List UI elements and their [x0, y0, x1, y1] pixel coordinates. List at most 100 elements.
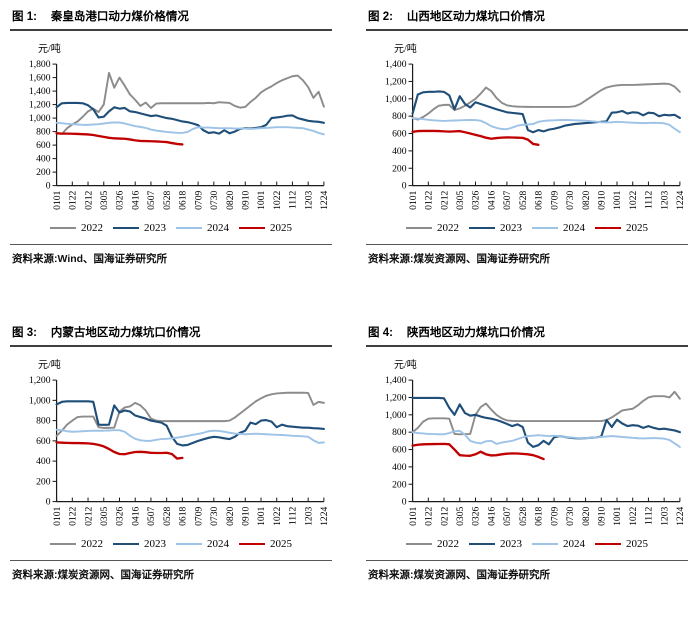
svg-text:0709: 0709	[193, 190, 204, 209]
svg-text:0122: 0122	[68, 507, 79, 526]
legend-swatch-2022	[50, 226, 76, 230]
legend-swatch-2022	[406, 226, 432, 230]
legend-label: 2022	[437, 222, 459, 235]
svg-text:0122: 0122	[68, 190, 79, 209]
svg-text:200: 200	[392, 479, 407, 490]
svg-text:600: 600	[392, 445, 407, 456]
svg-text:1001: 1001	[256, 190, 267, 209]
legend-swatch-2023	[469, 226, 495, 230]
svg-text:0528: 0528	[162, 507, 173, 526]
svg-text:0101: 0101	[52, 190, 63, 209]
svg-text:800: 800	[392, 111, 407, 122]
svg-text:0326: 0326	[471, 190, 482, 209]
legend-swatch-2023	[113, 542, 139, 546]
svg-text:0212: 0212	[83, 507, 94, 526]
svg-text:0212: 0212	[83, 190, 94, 209]
legend-swatch-2022	[50, 542, 76, 546]
svg-text:0: 0	[402, 497, 407, 508]
svg-text:0730: 0730	[209, 190, 220, 209]
svg-text:0820: 0820	[225, 507, 236, 526]
svg-text:0326: 0326	[115, 507, 126, 526]
svg-text:1,000: 1,000	[29, 113, 51, 124]
svg-text:1,600: 1,600	[29, 73, 51, 84]
chart-panel-2: 图 2: 山西地区动力煤坑口价情况 元/吨 0 200 400 600 800 1,000…	[366, 10, 688, 266]
legend-label: 2024	[563, 538, 585, 551]
svg-text:1,000: 1,000	[29, 395, 51, 406]
svg-text:0820: 0820	[225, 190, 236, 209]
legend-label: 2022	[437, 538, 459, 551]
legend-item-2025: 2025	[595, 538, 648, 550]
svg-text:800: 800	[36, 127, 51, 138]
line-chart: 0 200 400 600 800 1,000 1,200 1,400 0101 0122 0212…	[385, 59, 686, 210]
legend-label: 2023	[144, 538, 166, 551]
figure-title-row: 图 1: 秦皇岛港口动力煤价格情况	[10, 10, 332, 31]
svg-text:0820: 0820	[581, 190, 592, 209]
svg-text:0507: 0507	[146, 190, 157, 209]
svg-text:0101: 0101	[408, 507, 419, 526]
svg-text:1112: 1112	[644, 190, 655, 209]
svg-text:1203: 1203	[303, 507, 314, 526]
svg-text:0618: 0618	[178, 507, 189, 526]
legend-label: 2023	[500, 222, 522, 235]
svg-text:0709: 0709	[549, 190, 560, 209]
legend-swatch-2024	[532, 226, 558, 230]
chart-legend: 2022 2023 2024 2025	[366, 538, 688, 550]
svg-text:400: 400	[36, 456, 51, 467]
svg-text:1,400: 1,400	[385, 59, 407, 70]
legend-item-2023: 2023	[113, 538, 166, 550]
chart-legend: 2022 2023 2024 2025	[366, 222, 688, 234]
svg-text:0618: 0618	[534, 190, 545, 209]
chart-panel-4: 图 4: 陕西地区动力煤坑口价情况 元/吨 0 200 400 600 800 1,000…	[366, 326, 688, 582]
svg-text:1022: 1022	[272, 190, 283, 209]
legend-item-2022: 2022	[50, 538, 103, 550]
legend-label: 2023	[144, 222, 166, 235]
svg-text:1022: 1022	[272, 507, 283, 526]
charts-grid: 图 1: 秦皇岛港口动力煤价格情况 元/吨 0 200 400 600 800 1,000…	[10, 10, 688, 582]
legend-label: 2025	[626, 538, 648, 551]
svg-text:1022: 1022	[628, 507, 639, 526]
figure-label: 图 1:	[12, 11, 37, 23]
axis-unit-label: 元/吨	[394, 360, 417, 372]
figure-title: 陕西地区动力煤坑口价情况	[406, 327, 545, 340]
svg-text:0507: 0507	[146, 507, 157, 526]
chart-legend: 2022 2023 2024 2025	[10, 538, 332, 550]
svg-text:1,400: 1,400	[385, 375, 407, 386]
svg-text:0122: 0122	[424, 507, 435, 526]
svg-text:0528: 0528	[518, 507, 529, 526]
figure-title-row: 图 2: 山西地区动力煤坑口价情况	[366, 10, 688, 31]
figure-title: 内蒙古地区动力煤坑口价情况	[50, 327, 201, 340]
svg-text:200: 200	[36, 167, 51, 178]
legend-swatch-2023	[113, 226, 139, 230]
figure-title: 山西地区动力煤坑口价情况	[406, 11, 545, 23]
legend-swatch-2023	[469, 542, 495, 546]
figure-label: 图 4:	[368, 327, 393, 340]
svg-text:800: 800	[392, 427, 407, 438]
svg-text:0820: 0820	[581, 507, 592, 526]
svg-text:0305: 0305	[99, 507, 110, 526]
line-chart: 0 200 400 600 800 1,000 1,200 1,400 1,600 1,800 01…	[29, 59, 330, 210]
svg-text:200: 200	[36, 476, 51, 487]
legend-swatch-2024	[176, 542, 202, 546]
legend-swatch-2024	[532, 542, 558, 546]
legend-swatch-2025	[595, 226, 621, 230]
legend-item-2024: 2024	[532, 538, 585, 550]
svg-text:0730: 0730	[565, 507, 576, 526]
svg-text:0528: 0528	[162, 190, 173, 209]
legend-label: 2025	[626, 222, 648, 235]
legend-swatch-2025	[239, 226, 265, 230]
svg-text:0416: 0416	[130, 190, 141, 209]
svg-text:0: 0	[402, 181, 407, 192]
svg-text:1,200: 1,200	[29, 100, 51, 111]
svg-text:0: 0	[46, 181, 51, 192]
legend-item-2022: 2022	[406, 222, 459, 234]
svg-text:1001: 1001	[256, 507, 267, 526]
axis-unit-label: 元/吨	[38, 360, 61, 372]
line-chart: 0 200 400 600 800 1,000 1,200 0101 0122 0212 0305 0…	[29, 375, 330, 526]
svg-text:0618: 0618	[534, 507, 545, 526]
svg-text:1022: 1022	[628, 190, 639, 209]
legend-label: 2025	[270, 538, 292, 551]
svg-text:1224: 1224	[319, 507, 330, 526]
source-note: 资料来源:煤炭资源网、国海证券研究所	[10, 560, 332, 582]
legend-item-2023: 2023	[469, 538, 522, 550]
